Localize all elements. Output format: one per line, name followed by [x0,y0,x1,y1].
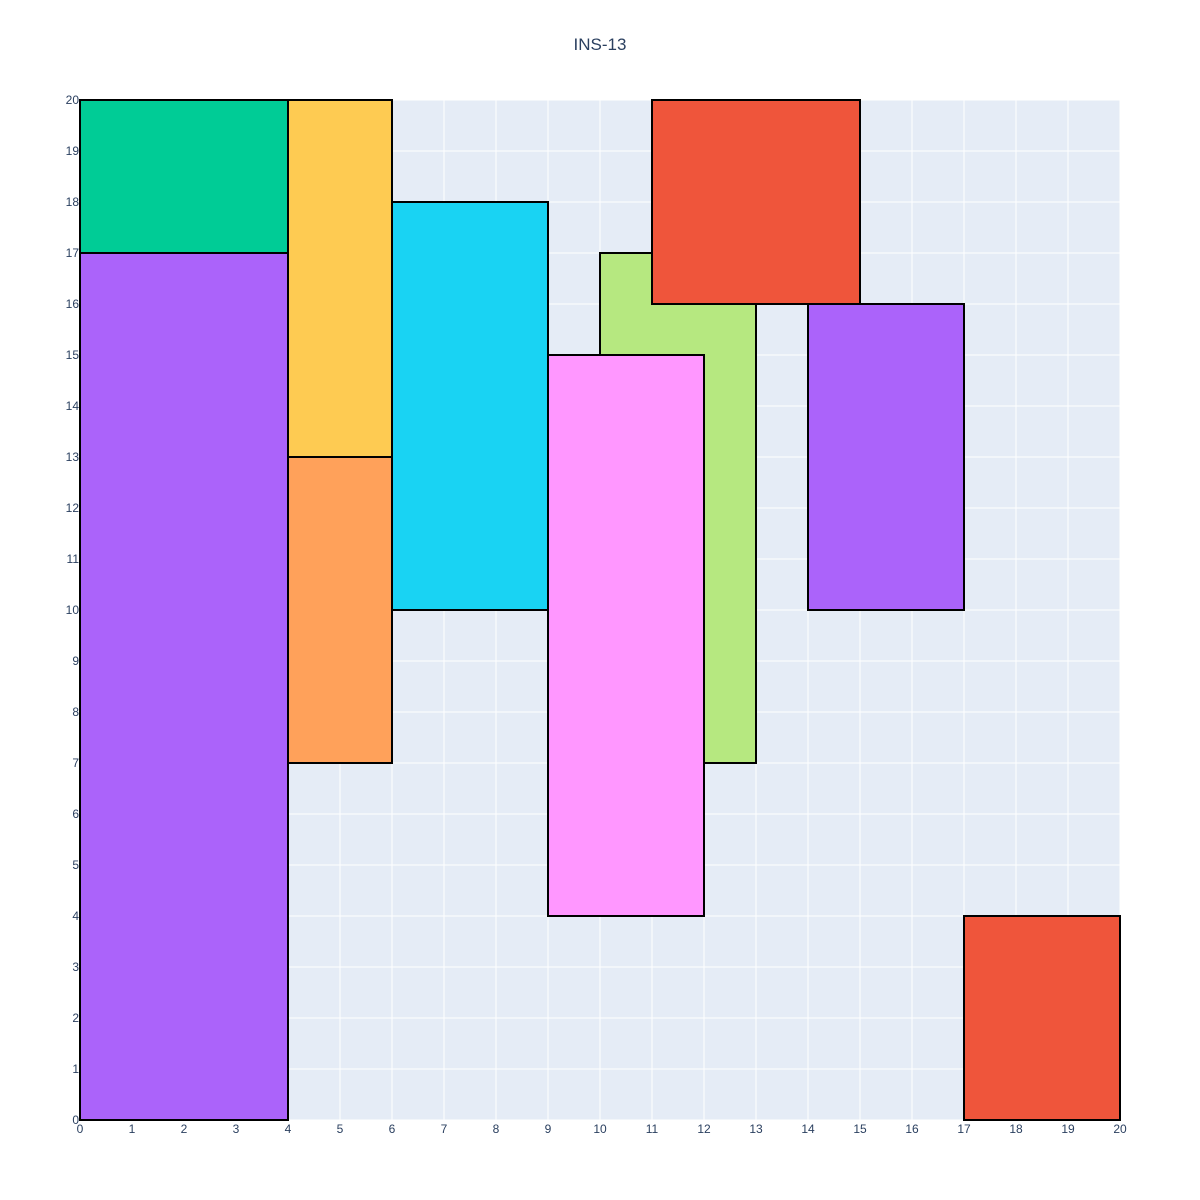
x-tick-label: 12 [697,1122,711,1136]
x-tick-label: 9 [545,1122,552,1136]
x-tick-label: 16 [905,1122,919,1136]
x-tick-label: 17 [957,1122,971,1136]
y-tick-label: 13 [66,450,80,464]
y-tick-label: 11 [67,552,80,566]
y-tick-label: 20 [66,93,80,107]
rectangle-4 [287,456,393,764]
x-tick-label: 0 [77,1122,84,1136]
rectangle-1 [79,99,289,254]
x-tick-label: 3 [233,1122,240,1136]
y-tick-label: 3 [72,960,79,974]
rectangle-3 [287,99,393,458]
y-tick-label: 0 [72,1113,79,1127]
y-tick-label: 15 [66,348,80,362]
y-tick-label: 2 [72,1011,79,1025]
x-tick-label: 18 [1009,1122,1023,1136]
x-tick-label: 15 [853,1122,867,1136]
x-tick-label: 5 [337,1122,344,1136]
x-axis-ticks: 0 1 2 3 4 5 6 7 8 9 10 11 12 13 14 15 16 17 18 19 20 [77,1122,1127,1136]
x-tick-label: 10 [593,1122,607,1136]
rectangle-9 [807,303,965,611]
rectangles-layer [79,99,1121,1121]
y-tick-label: 1 [72,1062,79,1076]
x-tick-label: 11 [646,1122,659,1136]
y-tick-label: 8 [72,705,79,719]
x-tick-label: 20 [1113,1122,1127,1136]
y-tick-label: 17 [66,246,80,260]
y-tick-label: 14 [66,399,80,413]
y-tick-label: 19 [66,144,80,158]
x-tick-label: 13 [749,1122,763,1136]
y-tick-label: 6 [72,807,79,821]
y-tick-label: 18 [66,195,80,209]
rectangle-5 [391,201,549,611]
x-tick-label: 2 [181,1122,188,1136]
y-tick-label: 9 [72,654,79,668]
rectangle-8 [651,99,861,305]
y-tick-label: 16 [66,297,80,311]
y-tick-label: 5 [72,858,79,872]
x-tick-label: 1 [129,1122,136,1136]
rectangle-7 [547,354,705,917]
y-tick-label: 4 [72,909,79,923]
y-tick-label: 12 [66,501,80,515]
y-tick-label: 10 [66,603,80,617]
x-tick-label: 14 [801,1122,815,1136]
x-tick-label: 6 [389,1122,396,1136]
x-tick-label: 8 [493,1122,500,1136]
y-tick-label: 7 [72,756,79,770]
x-tick-label: 4 [285,1122,292,1136]
chart-title: INS-13 [574,35,627,54]
rectangle-2 [79,252,289,1121]
x-tick-label: 19 [1061,1122,1075,1136]
rectangle-10 [963,915,1121,1121]
x-tick-label: 7 [441,1122,448,1136]
